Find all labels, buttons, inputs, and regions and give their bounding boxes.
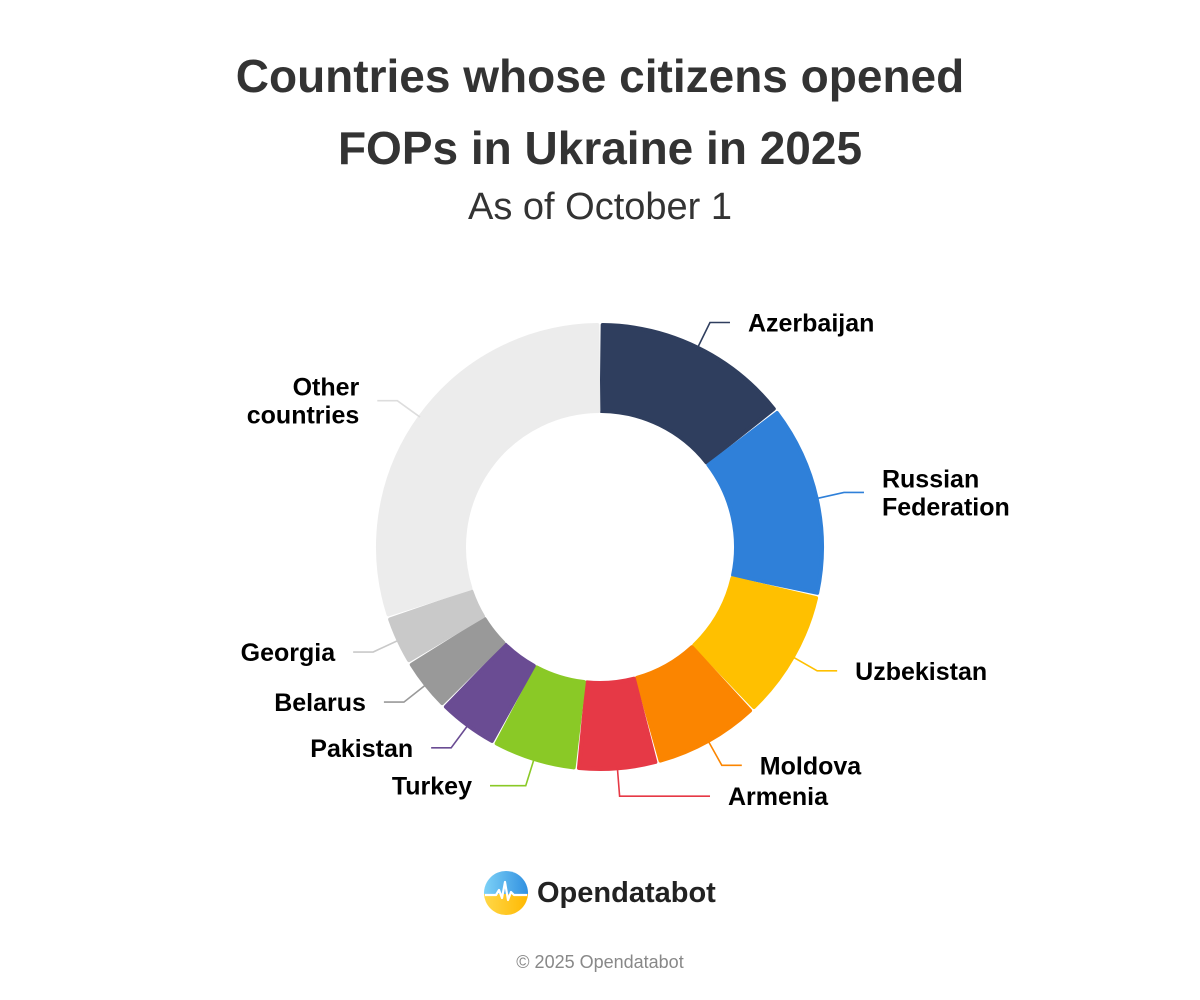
label-other-countries: Other countries <box>247 374 360 430</box>
labels-group: Azerbaijan Russian Federation Uzbekistan Mol… <box>241 309 1010 811</box>
leader-line-russian-federation <box>816 491 864 500</box>
leader-line-uzbekistan <box>792 656 838 672</box>
leader-line-belarus <box>383 684 427 703</box>
label-belarus: Belarus <box>274 689 366 717</box>
leader-line-moldova <box>707 740 742 767</box>
slice-moldova <box>635 645 753 763</box>
slice-armenia <box>576 676 658 771</box>
chart-title: Countries whose citizens opened FOPs in … <box>0 40 1200 184</box>
chart-subtitle: As of October 1 <box>467 186 732 228</box>
chart-title-line-1: Countries whose citizens opened <box>235 50 965 102</box>
label-georgia: Georgia <box>241 639 337 667</box>
leader-line-georgia <box>353 639 399 653</box>
brand-logo: Opendatabot <box>483 870 716 916</box>
slice-belarus <box>409 617 506 706</box>
chart-title-line-2: FOPs in Ukraine in 2025 <box>337 122 863 174</box>
logo-text: Opendatabot <box>537 876 716 909</box>
copyright-footer: © 2025 Opendatabot <box>516 952 684 972</box>
leader-lines-group <box>353 321 864 798</box>
leader-line-other-countries <box>377 399 421 418</box>
label-turkey: Turkey <box>392 773 472 801</box>
slice-turkey <box>494 665 586 770</box>
slice-azerbaijan <box>599 323 776 465</box>
slice-other-countries <box>376 323 601 617</box>
label-moldova: Moldova <box>760 752 862 780</box>
slice-pakistan <box>443 642 536 743</box>
leader-line-pakistan <box>431 724 469 749</box>
label-russian-federation: Russian Federation <box>882 465 1010 521</box>
leader-line-turkey <box>490 758 535 787</box>
leader-line-armenia <box>616 768 710 798</box>
label-azerbaijan: Azerbaijan <box>748 309 874 337</box>
slice-russian-federation <box>706 411 824 595</box>
opendatabot-logo-icon <box>484 871 528 915</box>
slices-group <box>376 323 824 771</box>
slice-georgia <box>388 589 485 663</box>
slice-uzbekistan <box>692 576 819 709</box>
leader-line-azerbaijan <box>696 321 730 348</box>
label-uzbekistan: Uzbekistan <box>855 658 987 686</box>
label-armenia: Armenia <box>728 783 829 811</box>
label-pakistan: Pakistan <box>310 735 413 763</box>
